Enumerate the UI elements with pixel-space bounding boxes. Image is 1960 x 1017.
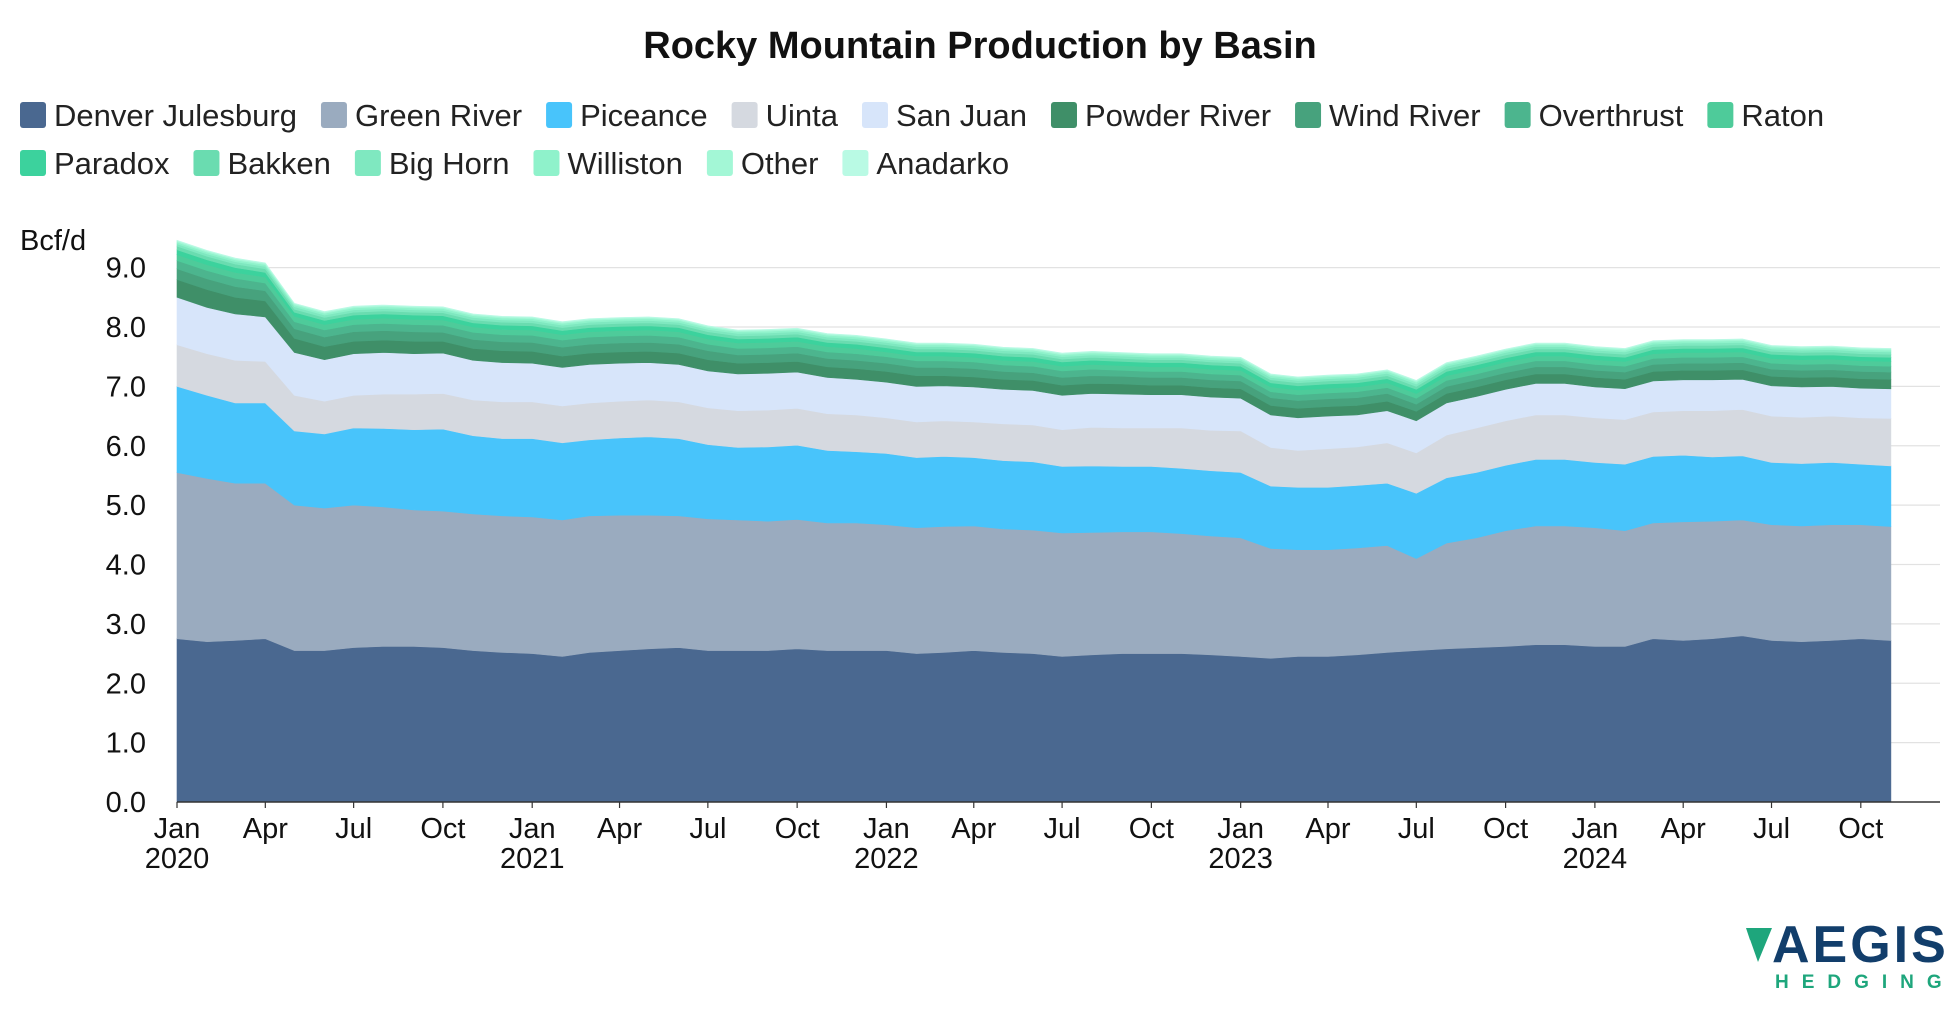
legend-swatch — [20, 150, 46, 176]
y-tick-label: 7.0 — [106, 371, 146, 403]
x-tick-label: Apr — [1305, 813, 1350, 845]
legend-item-williston[interactable]: Williston — [533, 146, 683, 181]
legend-swatch — [20, 102, 46, 128]
legend-swatch — [1295, 102, 1322, 128]
legend-swatch — [546, 102, 573, 128]
legend-item-denver-julesburg[interactable]: Denver Julesburg — [20, 98, 297, 133]
legend-swatch — [706, 150, 733, 176]
legend-swatch — [354, 150, 381, 176]
legend-label: Overthrust — [1539, 98, 1684, 133]
legend-item-uinta[interactable]: Uinta — [731, 98, 839, 133]
y-tick-label: 8.0 — [106, 312, 146, 344]
x-tick-year-label: 2023 — [1208, 843, 1273, 875]
x-tick-year-label: 2021 — [500, 843, 565, 875]
legend-swatch — [1707, 102, 1734, 128]
legend-label: San Juan — [896, 98, 1027, 133]
legend-item-green-river[interactable]: Green River — [320, 98, 522, 133]
legend-swatch — [193, 150, 220, 176]
legend-label: Green River — [355, 98, 522, 133]
legend-swatch — [1504, 102, 1531, 128]
y-tick-label: 3.0 — [106, 609, 146, 641]
y-axis-unit-label: Bcf/d — [20, 225, 86, 257]
axes: 0.01.02.03.04.05.06.07.08.09.0Jan2020Apr… — [106, 253, 1940, 875]
y-tick-label: 5.0 — [106, 490, 146, 522]
x-tick-label: Oct — [1483, 813, 1528, 845]
x-tick-label: Jul — [1044, 813, 1081, 845]
x-tick-label: Apr — [951, 813, 996, 845]
legend-swatch — [842, 150, 869, 176]
legend-swatch — [861, 102, 888, 128]
legend-label: Bakken — [227, 146, 330, 181]
x-tick-year-label: 2022 — [854, 843, 919, 875]
legend-item-big-horn[interactable]: Big Horn — [354, 146, 510, 181]
x-tick-label: Jul — [335, 813, 372, 845]
x-tick-label: Oct — [775, 813, 820, 845]
legend-label: Wind River — [1329, 98, 1481, 133]
legend-label: Piceance — [580, 98, 708, 133]
legend-item-san-juan[interactable]: San Juan — [861, 98, 1027, 133]
x-tick-label: Jan — [1572, 813, 1619, 845]
x-tick-label: Jul — [689, 813, 726, 845]
legend-item-raton[interactable]: Raton — [1707, 98, 1824, 133]
x-tick-label: Apr — [1661, 813, 1706, 845]
legend: Denver Julesburg Green River Piceance Uinta… — [20, 98, 1824, 181]
logo-sub-text: HEDGING — [1775, 972, 1955, 993]
x-tick-label: Oct — [1838, 813, 1883, 845]
x-tick-year-label: 2020 — [145, 843, 210, 875]
x-tick-label: Jan — [1217, 813, 1264, 845]
legend-label: Raton — [1741, 98, 1824, 133]
legend-swatch — [1050, 102, 1077, 128]
x-tick-label: Jan — [154, 813, 201, 845]
x-tick-label: Jan — [863, 813, 910, 845]
legend-label: Powder River — [1085, 98, 1271, 133]
y-tick-label: 9.0 — [106, 253, 146, 285]
y-tick-label: 2.0 — [106, 668, 146, 700]
y-tick-label: 1.0 — [106, 728, 146, 760]
legend-item-anadarko[interactable]: Anadarko — [842, 146, 1009, 181]
x-tick-year-label: 2024 — [1563, 843, 1628, 875]
x-tick-label: Jul — [1753, 813, 1790, 845]
legend-label: Denver Julesburg — [54, 98, 297, 133]
legend-item-powder-river[interactable]: Powder River — [1050, 98, 1271, 133]
area-series-denver-julesburg — [176, 635, 1892, 803]
legend-item-other[interactable]: Other — [706, 146, 819, 181]
y-tick-label: 0.0 — [106, 787, 146, 819]
legend-item-wind-river[interactable]: Wind River — [1295, 98, 1481, 133]
aegis-hedging-logo: AEGIS HEDGING — [1746, 916, 1955, 993]
logo-mark-icon — [1746, 928, 1772, 962]
area-series-group — [176, 239, 1892, 803]
area-series-anadarko — [176, 239, 1892, 382]
y-tick-label: 6.0 — [106, 431, 146, 463]
legend-label: Paradox — [54, 146, 170, 181]
legend-label: Other — [741, 146, 819, 181]
legend-item-paradox[interactable]: Paradox — [20, 146, 170, 181]
x-tick-label: Oct — [420, 813, 465, 845]
x-tick-label: Jan — [509, 813, 556, 845]
legend-label: Anadarko — [876, 146, 1009, 181]
legend-label: Big Horn — [389, 146, 510, 181]
legend-item-bakken[interactable]: Bakken — [193, 146, 331, 181]
x-tick-label: Apr — [243, 813, 288, 845]
x-tick-label: Apr — [597, 813, 642, 845]
x-tick-label: Jul — [1398, 813, 1435, 845]
legend-item-overthrust[interactable]: Overthrust — [1504, 98, 1684, 133]
legend-swatch — [731, 102, 758, 128]
legend-label: Williston — [567, 146, 682, 181]
logo-main-text: AEGIS — [1772, 916, 1949, 974]
x-tick-label: Oct — [1129, 813, 1174, 845]
legend-item-piceance[interactable]: Piceance — [546, 98, 708, 133]
legend-swatch — [533, 150, 560, 176]
chart-title: Rocky Mountain Production by Basin — [643, 25, 1317, 67]
legend-label: Uinta — [766, 98, 839, 133]
legend-swatch — [320, 102, 347, 128]
y-tick-label: 4.0 — [106, 550, 146, 582]
